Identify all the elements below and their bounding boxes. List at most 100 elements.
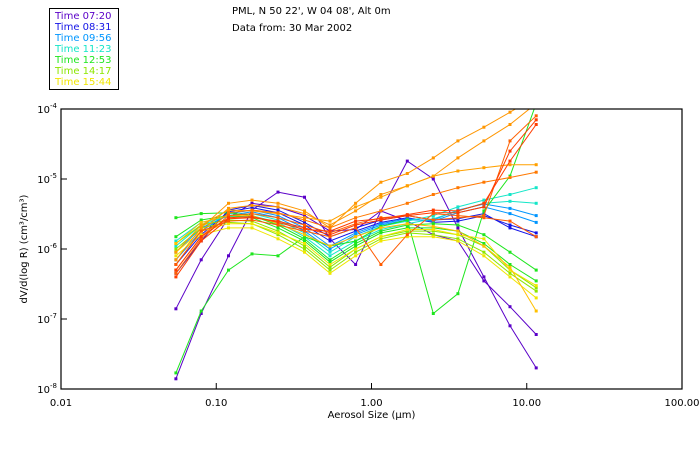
data-point (431, 174, 435, 178)
data-point (354, 250, 358, 254)
data-point (303, 214, 306, 218)
data-point (535, 102, 538, 105)
data-point (508, 263, 512, 266)
data-point (250, 201, 254, 205)
series-14 (174, 222, 538, 288)
data-point (250, 203, 254, 207)
data-point (456, 239, 460, 243)
data-point (534, 118, 538, 122)
data-point (379, 237, 383, 241)
data-point (199, 220, 203, 224)
data-point (379, 263, 383, 266)
x-tick-label: 10.00 (512, 398, 541, 409)
data-point (508, 219, 512, 223)
data-point (328, 237, 332, 241)
series-23 (174, 212, 538, 266)
data-point (534, 366, 538, 370)
data-point (276, 229, 280, 233)
data-point (174, 239, 178, 243)
data-point (227, 222, 230, 226)
data-point (328, 244, 332, 248)
data-point (508, 223, 512, 227)
data-point (456, 233, 460, 237)
data-point (227, 214, 230, 218)
data-point (328, 247, 332, 251)
data-point (227, 219, 230, 223)
data-point (508, 265, 512, 269)
data-point (174, 271, 178, 275)
data-point (379, 239, 383, 243)
data-point (534, 289, 538, 293)
data-point (405, 235, 409, 239)
data-point (174, 275, 178, 279)
data-point (227, 208, 230, 212)
data-point (508, 212, 512, 216)
data-point (199, 226, 203, 230)
data-point (227, 211, 230, 215)
data-point (534, 163, 538, 167)
data-point (482, 233, 486, 237)
data-point (303, 229, 306, 233)
data-point (174, 377, 178, 381)
data-point (328, 223, 332, 227)
data-point (535, 95, 538, 98)
y-tick-label: 10-6 (37, 242, 57, 256)
data-point (482, 180, 486, 184)
data-point (482, 250, 486, 254)
y-tick-label: 10-7 (37, 312, 57, 326)
data-point (379, 209, 383, 213)
data-point (482, 198, 486, 202)
data-point (227, 216, 230, 220)
data-point (456, 237, 460, 241)
data-point (534, 296, 538, 300)
data-point (354, 247, 358, 251)
data-point (303, 233, 306, 237)
data-point (405, 218, 409, 222)
data-point (508, 268, 512, 272)
data-point (354, 239, 358, 243)
data-point (354, 242, 358, 245)
data-point (328, 239, 332, 243)
data-point (482, 242, 486, 245)
data-point (328, 265, 332, 269)
data-point (174, 268, 178, 272)
data-point (276, 223, 280, 227)
y-tick-label: 10-5 (37, 172, 57, 186)
data-point (379, 226, 383, 230)
data-point (482, 205, 486, 209)
data-point (303, 223, 306, 227)
data-point (482, 214, 486, 218)
data-point (482, 275, 486, 279)
data-point (535, 102, 538, 105)
data-point (354, 226, 358, 230)
data-point (379, 231, 383, 235)
data-point (508, 305, 512, 309)
data-point (534, 279, 538, 283)
data-point (328, 271, 332, 275)
data-point (328, 268, 332, 272)
data-point (328, 235, 332, 239)
data-point (276, 226, 280, 230)
data-point (303, 195, 306, 199)
data-point (328, 260, 332, 264)
legend-item: Time 12:53 (55, 55, 112, 66)
data-point (174, 247, 178, 251)
data-point (482, 237, 486, 241)
series-8 (174, 211, 538, 272)
series-22 (174, 123, 538, 272)
data-point (174, 216, 178, 220)
data-point (482, 209, 486, 213)
data-point (354, 201, 358, 205)
y-tick-label: 10-4 (37, 102, 57, 116)
data-point (456, 186, 460, 190)
data-point (276, 201, 280, 205)
data-point (456, 209, 460, 213)
data-point (227, 254, 230, 258)
data-point (328, 231, 332, 235)
data-point (405, 228, 409, 231)
data-point (508, 226, 512, 230)
data-point (431, 233, 435, 237)
data-point (534, 201, 538, 205)
data-point (250, 198, 254, 202)
